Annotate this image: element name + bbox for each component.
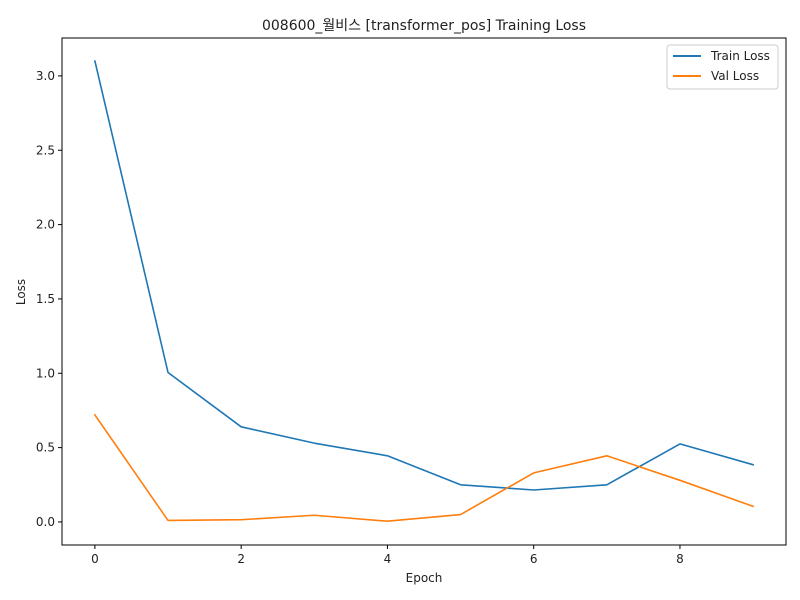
x-axis-label: Epoch [406,571,443,585]
plot-frame [61,37,787,546]
y-axis: 0.0 0.5 1.0 1.5 2.0 2.5 3.0 [36,69,62,529]
legend-label-val-loss: Val Loss [711,69,759,83]
y-axis-label: Loss [14,279,28,305]
y-tick-label: 3.0 [36,69,55,83]
y-tick-label: 2.5 [36,143,55,157]
x-tick-label: 2 [237,552,245,566]
x-axis: 0 2 4 6 8 [91,545,684,566]
legend-label-train-loss: Train Loss [710,49,770,63]
series-line-val-loss [93,413,755,523]
y-tick-label: 1.5 [36,292,55,306]
x-tick-label: 6 [530,552,538,566]
y-tick-label: 1.0 [36,366,55,380]
x-tick-label: 0 [91,552,99,566]
series-line-train-loss [93,60,755,491]
y-tick-label: 0.0 [36,515,55,529]
y-tick-label: 2.0 [36,218,55,232]
chart-title: 008600_월비스 [transformer_pos] Training Lo… [262,18,586,34]
x-tick-label: 4 [384,552,392,566]
y-tick-label: 0.5 [36,441,55,455]
legend: Train Loss Val Loss [666,44,779,90]
plot-area [93,60,755,523]
x-tick-label: 8 [676,552,684,566]
